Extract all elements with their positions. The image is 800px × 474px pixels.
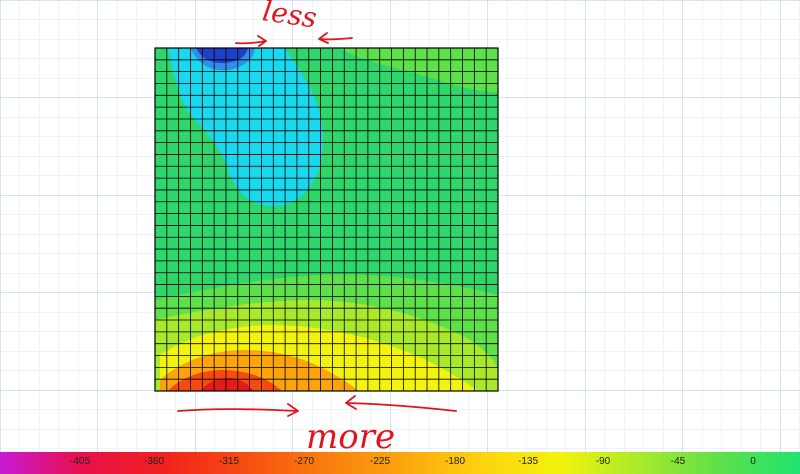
legend-label-9: -45 [670,456,686,467]
contour-plate[interactable] [155,48,498,391]
legend-label-6: -180 [444,456,465,467]
arrow-left-top [318,32,353,44]
annotation-less [235,32,353,47]
dark-blue-region [196,48,248,63]
legend-label-2: -360 [143,456,164,467]
legend-label-10: 0 [750,456,756,467]
workspace-canvas[interactable]: less more [0,0,800,452]
legend-label-5: -225 [369,456,390,467]
arrow-right-bottom [177,403,299,417]
annotation-more-text: more [306,417,395,452]
legend-label-7: -135 [517,456,538,467]
plate-border [154,47,499,392]
arrow-right-top [235,35,267,47]
color-scale-legend: -405 -360 -315 -270 -225 -180 -135 -90 -… [0,452,800,474]
legend-gradient [0,452,800,474]
annotation-more [177,395,457,417]
legend-label-1: -405 [69,456,90,467]
mesh-grid [155,48,498,391]
legend-label-4: -270 [293,456,314,467]
legend-label-8: -90 [595,456,611,467]
arrow-left-bottom [345,395,457,412]
legend-label-3: -315 [218,456,239,467]
lower-red-region [200,378,254,391]
